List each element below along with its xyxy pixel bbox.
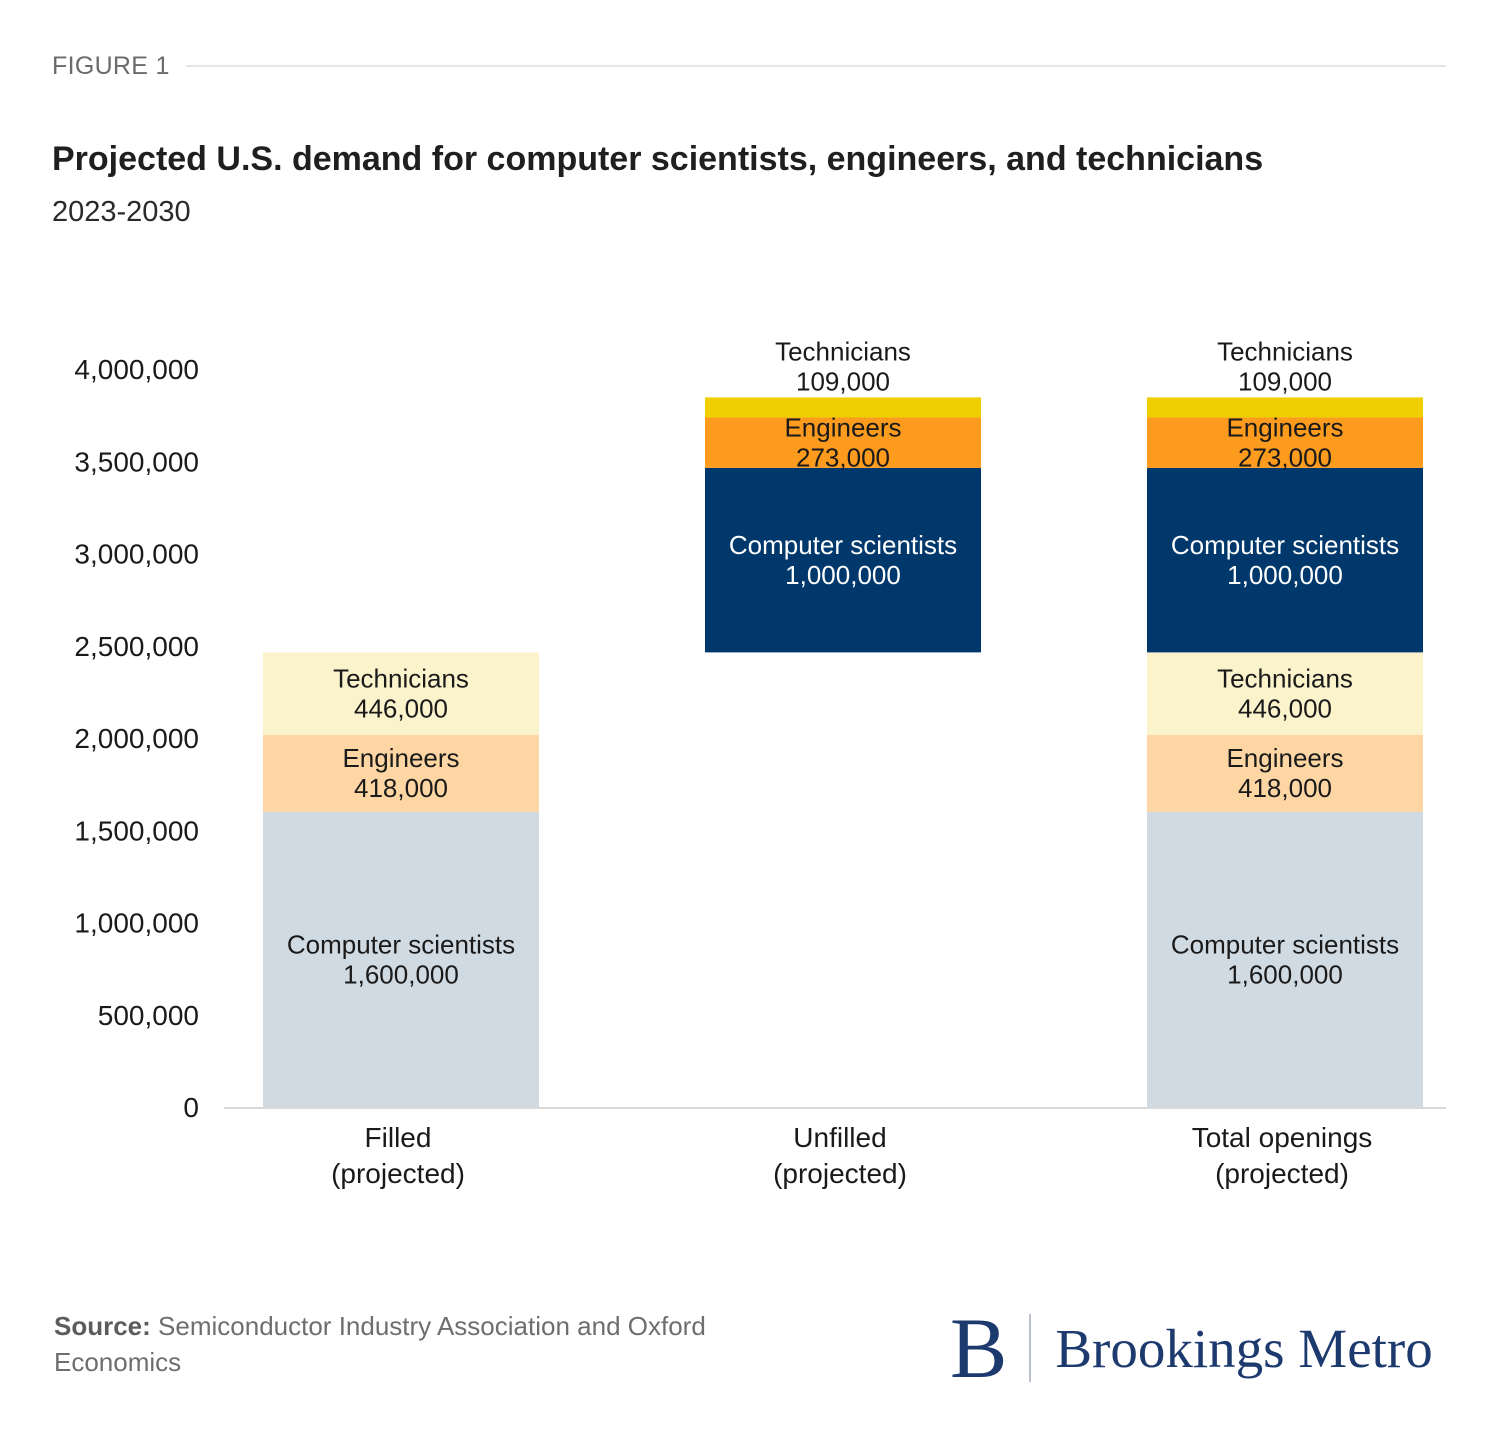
segment-name-label: Engineers (342, 743, 459, 773)
segment-value-label: 418,000 (354, 773, 448, 803)
figure-label: FIGURE 1 (52, 52, 170, 80)
logo-mark: B (950, 1300, 1008, 1396)
brookings-metro-logo: B Brookings Metro (950, 1300, 1433, 1396)
segment-name-label: Engineers (784, 413, 901, 443)
y-tick-label: 500,000 (98, 1000, 199, 1031)
segment-name-label: Computer scientists (1171, 530, 1399, 560)
y-tick-label: 4,000,000 (74, 354, 199, 385)
segment-name-label: Computer scientists (287, 929, 515, 959)
bar-segment-computer-scientists (705, 467, 981, 653)
x-axis: Filled (projected) Unfilled (projected) Tota… (331, 1122, 1372, 1189)
bar-segment-computer-scientists (1147, 811, 1423, 1107)
segment-value-label: 273,000 (796, 443, 890, 473)
figure-divider (186, 65, 1446, 67)
y-axis: 0 500,000 1,000,000 1,500,000 2,000,000 2,500… (74, 354, 199, 1123)
x-tick-label: Unfilled (793, 1122, 886, 1153)
source-text: Semiconductor Industry Association and O… (54, 1311, 706, 1377)
segment-value-label: 1,000,000 (785, 560, 901, 590)
logo-divider (1029, 1314, 1032, 1382)
bar-segment-engineers (1147, 734, 1423, 812)
bar-segment-technicians (705, 397, 981, 418)
bar-group: Computer scientists1,600,000Engineers418… (1147, 336, 1423, 1107)
bar-segment-engineers (1147, 417, 1423, 468)
source-label: Source: (54, 1311, 151, 1341)
x-tick-label: Filled (365, 1122, 432, 1153)
segment-name-label: Engineers (1226, 413, 1343, 443)
x-tick-label: (projected) (331, 1158, 465, 1189)
source-note: Source: Semiconductor Industry Associati… (54, 1308, 794, 1380)
x-tick-label: Total openings (1192, 1122, 1373, 1153)
chart-subtitle: 2023-2030 (52, 196, 191, 228)
segment-name-label: Computer scientists (1171, 929, 1399, 959)
bar-segment-engineers (705, 417, 981, 468)
segment-value-label: 1,600,000 (1227, 959, 1343, 989)
bar-segment-engineers (263, 734, 539, 812)
bar-segment-technicians (1147, 652, 1423, 735)
y-tick-label: 2,000,000 (74, 723, 199, 754)
segment-value-label: 1,600,000 (343, 959, 459, 989)
bar-segment-technicians (1147, 397, 1423, 418)
segment-value-label: 1,000,000 (1227, 560, 1343, 590)
segment-name-label: Computer scientists (729, 530, 957, 560)
segment-name-label: Technicians (775, 336, 911, 366)
y-tick-label: 1,500,000 (74, 815, 199, 846)
y-tick-label: 3,500,000 (74, 446, 199, 477)
x-tick-label: (projected) (773, 1158, 907, 1189)
segment-value-label: 446,000 (1238, 694, 1332, 724)
segment-value-label: 273,000 (1238, 443, 1332, 473)
segment-value-label: 446,000 (354, 694, 448, 724)
bar-segment-computer-scientists (1147, 467, 1423, 653)
segment-name-label: Technicians (333, 664, 469, 694)
segment-name-label: Technicians (1217, 664, 1353, 694)
segment-value-label: 418,000 (1238, 773, 1332, 803)
y-tick-label: 2,500,000 (74, 631, 199, 662)
segment-value-label: 109,000 (1238, 366, 1332, 396)
bar-segment-computer-scientists (263, 811, 539, 1107)
y-tick-label: 1,000,000 (74, 908, 199, 939)
logo-text: Brookings Metro (1055, 1317, 1433, 1379)
x-tick-label: (projected) (1215, 1158, 1349, 1189)
y-tick-label: 3,000,000 (74, 539, 199, 570)
y-tick-label: 0 (183, 1092, 199, 1123)
segment-name-label: Technicians (1217, 336, 1353, 366)
segment-value-label: 109,000 (796, 366, 890, 396)
bars: Computer scientists1,600,000Engineers418… (263, 336, 1423, 1107)
chart-title: Projected U.S. demand for computer scien… (52, 140, 1264, 178)
bar-segment-technicians (263, 652, 539, 735)
segment-name-label: Engineers (1226, 743, 1343, 773)
